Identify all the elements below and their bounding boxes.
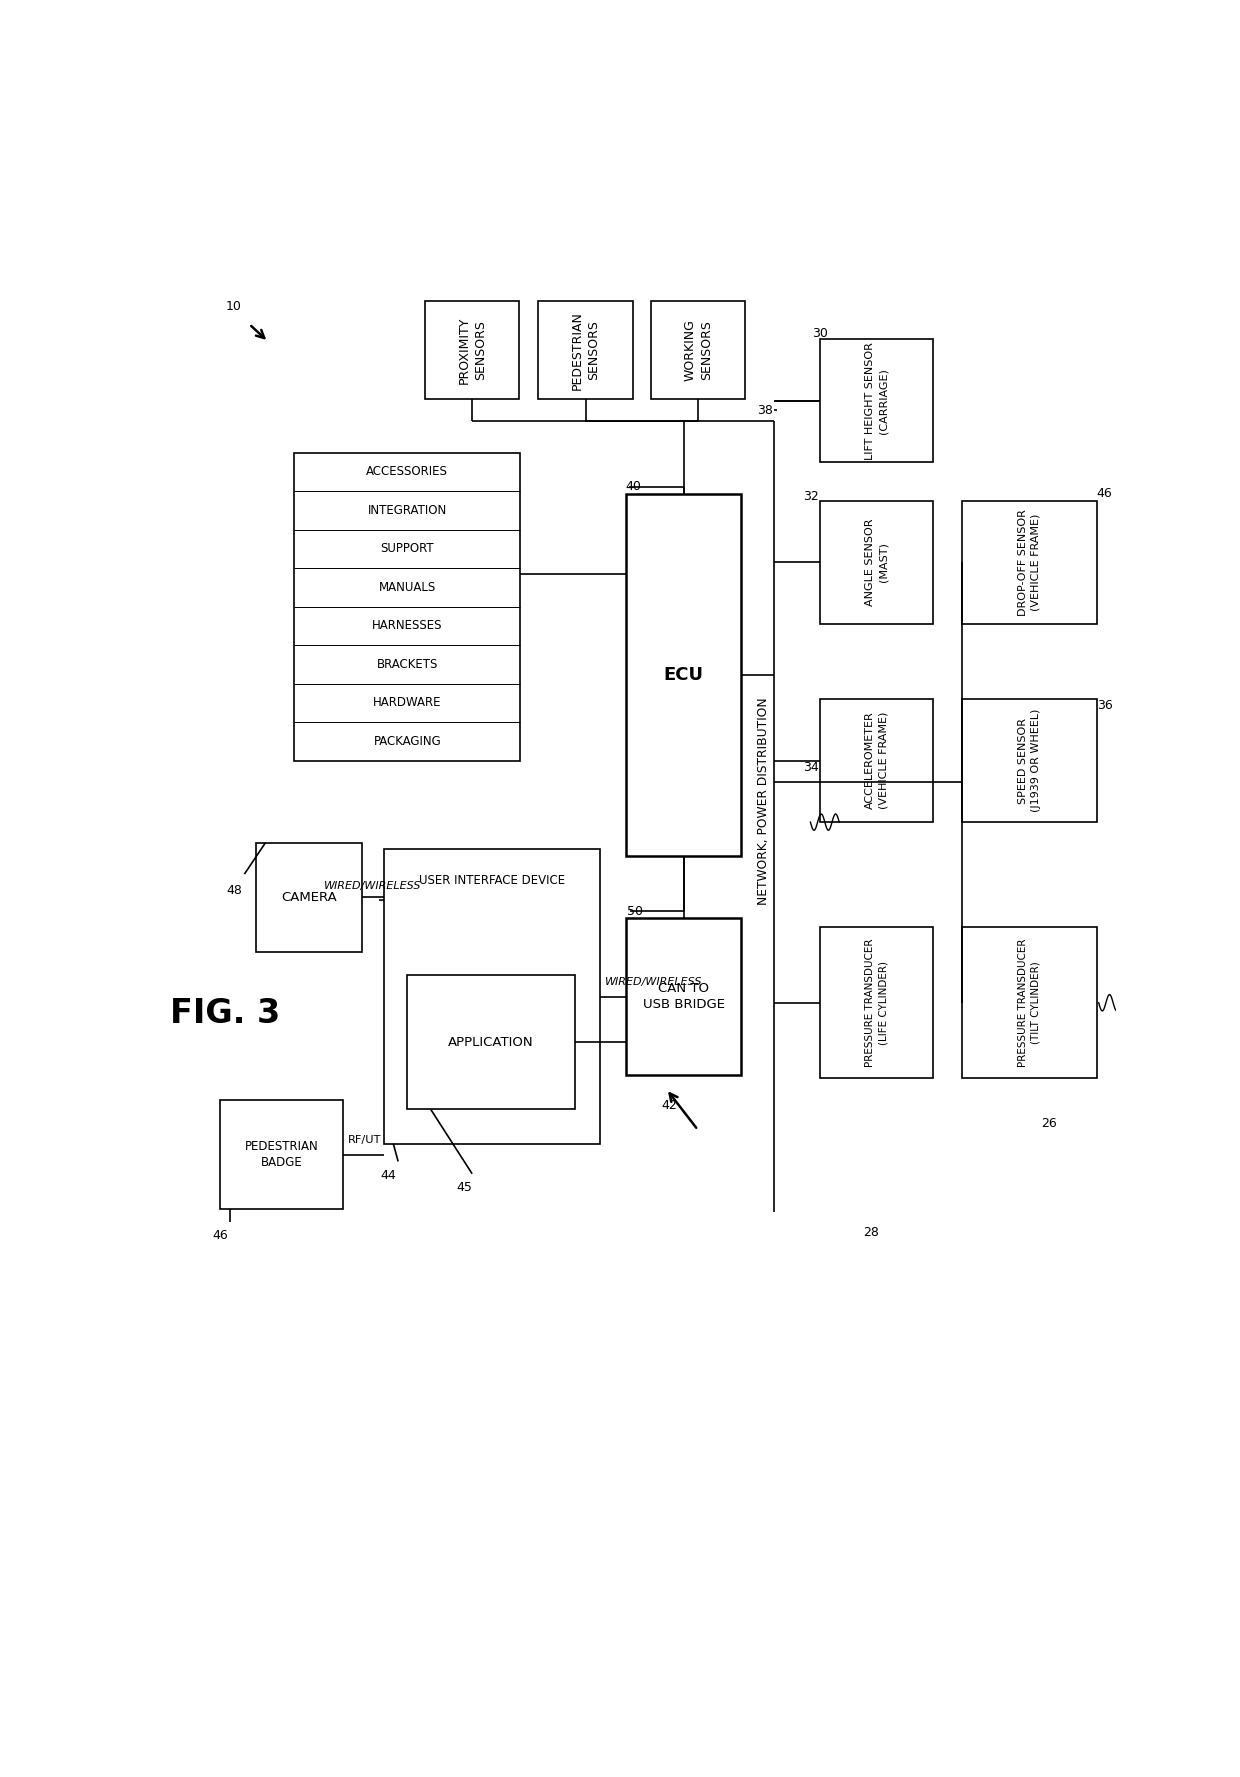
Text: 28: 28 bbox=[863, 1226, 879, 1239]
Text: 50: 50 bbox=[626, 904, 642, 917]
FancyBboxPatch shape bbox=[626, 494, 742, 857]
Text: 30: 30 bbox=[812, 327, 828, 339]
Text: PACKAGING: PACKAGING bbox=[373, 736, 441, 748]
Text: MANUALS: MANUALS bbox=[378, 581, 436, 594]
Text: DROP-OFF SENSOR
(VEHICLE FRAME): DROP-OFF SENSOR (VEHICLE FRAME) bbox=[1018, 508, 1040, 615]
FancyBboxPatch shape bbox=[407, 976, 575, 1109]
FancyBboxPatch shape bbox=[626, 919, 742, 1075]
Text: WIRED/WIRELESS: WIRED/WIRELESS bbox=[605, 977, 702, 986]
FancyBboxPatch shape bbox=[820, 339, 934, 462]
Text: 45: 45 bbox=[456, 1182, 472, 1194]
Text: PRESSURE TRANSDUCER
(LIFE CYLINDER): PRESSURE TRANSDUCER (LIFE CYLINDER) bbox=[866, 938, 888, 1066]
FancyBboxPatch shape bbox=[820, 928, 934, 1079]
Text: 46: 46 bbox=[212, 1230, 228, 1242]
Text: 10: 10 bbox=[226, 300, 242, 313]
Text: HARDWARE: HARDWARE bbox=[373, 697, 441, 709]
Text: WIRED/WIRELESS: WIRED/WIRELESS bbox=[324, 881, 422, 890]
Text: 44: 44 bbox=[381, 1169, 397, 1182]
Text: NETWORK, POWER DISTRIBUTION: NETWORK, POWER DISTRIBUTION bbox=[756, 698, 770, 906]
FancyBboxPatch shape bbox=[962, 698, 1096, 823]
Text: 42: 42 bbox=[661, 1098, 677, 1112]
FancyBboxPatch shape bbox=[962, 501, 1096, 624]
Text: ECU: ECU bbox=[663, 666, 703, 684]
Text: 38: 38 bbox=[758, 403, 774, 418]
Text: PEDESTRIAN
SENSORS: PEDESTRIAN SENSORS bbox=[570, 311, 600, 389]
Text: FIG. 3: FIG. 3 bbox=[170, 997, 280, 1031]
FancyBboxPatch shape bbox=[820, 501, 934, 624]
Text: SPEED SENSOR
(J1939 OR WHEEL): SPEED SENSOR (J1939 OR WHEEL) bbox=[1018, 709, 1040, 812]
FancyBboxPatch shape bbox=[651, 300, 745, 400]
Text: WORKING
SENSORS: WORKING SENSORS bbox=[683, 320, 713, 380]
Text: ANGLE SENSOR
(MAST): ANGLE SENSOR (MAST) bbox=[866, 519, 888, 606]
Text: BRACKETS: BRACKETS bbox=[377, 657, 438, 672]
FancyBboxPatch shape bbox=[820, 698, 934, 823]
Text: 40: 40 bbox=[626, 480, 641, 494]
FancyBboxPatch shape bbox=[962, 928, 1096, 1079]
Text: 46: 46 bbox=[1096, 487, 1112, 501]
Text: ACCELEROMETER
(VEHICLE FRAME): ACCELEROMETER (VEHICLE FRAME) bbox=[866, 711, 888, 810]
FancyBboxPatch shape bbox=[294, 453, 521, 761]
FancyBboxPatch shape bbox=[425, 300, 520, 400]
Text: CAMERA: CAMERA bbox=[281, 890, 336, 904]
Text: 32: 32 bbox=[804, 490, 820, 503]
Text: ACCESSORIES: ACCESSORIES bbox=[366, 466, 448, 478]
FancyBboxPatch shape bbox=[383, 849, 600, 1144]
Text: SUPPORT: SUPPORT bbox=[381, 542, 434, 556]
Text: 26: 26 bbox=[1040, 1116, 1056, 1130]
Text: PEDESTRIAN
BADGE: PEDESTRIAN BADGE bbox=[246, 1139, 319, 1169]
Text: APPLICATION: APPLICATION bbox=[448, 1036, 533, 1048]
FancyBboxPatch shape bbox=[538, 300, 632, 400]
Text: PROXIMITY
SENSORS: PROXIMITY SENSORS bbox=[458, 316, 487, 384]
Text: LIFT HEIGHT SENSOR
(CARRIAGE): LIFT HEIGHT SENSOR (CARRIAGE) bbox=[866, 341, 888, 460]
Text: CAN TO
USB BRIDGE: CAN TO USB BRIDGE bbox=[642, 983, 724, 1011]
Text: USER INTERFACE DEVICE: USER INTERFACE DEVICE bbox=[419, 874, 565, 887]
FancyBboxPatch shape bbox=[255, 842, 362, 952]
Text: RF/UT: RF/UT bbox=[348, 1136, 382, 1144]
Text: HARNESSES: HARNESSES bbox=[372, 620, 443, 633]
Text: INTEGRATION: INTEGRATION bbox=[367, 505, 446, 517]
FancyBboxPatch shape bbox=[221, 1100, 343, 1210]
Text: PRESSURE TRANSDUCER
(TILT CYLINDER): PRESSURE TRANSDUCER (TILT CYLINDER) bbox=[1018, 938, 1040, 1066]
Text: 34: 34 bbox=[804, 761, 820, 775]
Text: 36: 36 bbox=[1096, 700, 1112, 713]
Text: 48: 48 bbox=[227, 883, 243, 897]
